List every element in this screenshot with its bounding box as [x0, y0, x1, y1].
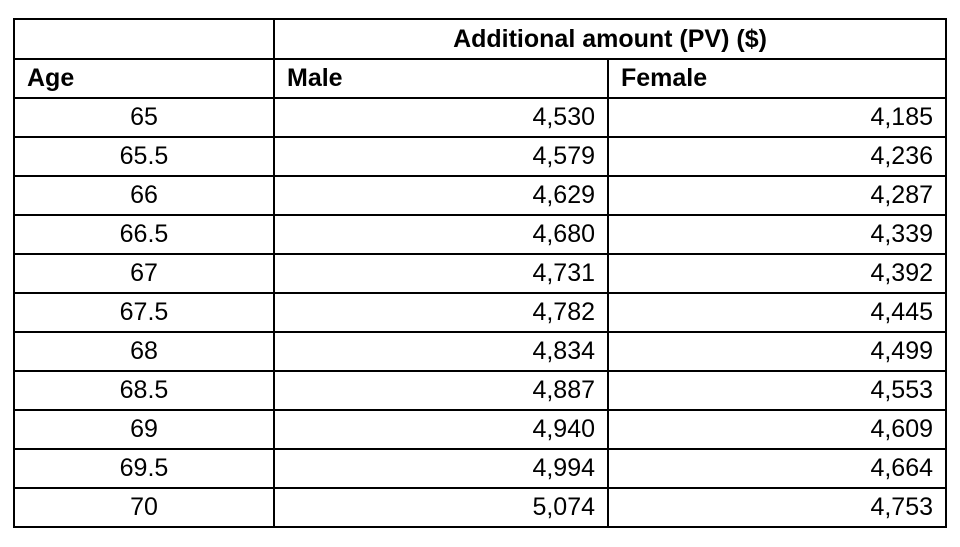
- age-cell: 69.5: [13, 448, 275, 489]
- male-amount-cell: 4,579: [273, 136, 609, 177]
- additional-amount-table: Additional amount (PV) ($) Age Male Fema…: [13, 18, 947, 528]
- male-amount-cell: 5,074: [273, 487, 609, 528]
- column-header-male: Male: [273, 58, 609, 99]
- table-row: 66 4,629 4,287: [13, 175, 947, 216]
- table-row: 69.5 4,994 4,664: [13, 448, 947, 489]
- female-amount-cell: 4,445: [607, 292, 947, 333]
- female-amount-cell: 4,609: [607, 409, 947, 450]
- table-row: 67 4,731 4,392: [13, 253, 947, 294]
- age-cell: 65: [13, 97, 275, 138]
- male-amount-cell: 4,629: [273, 175, 609, 216]
- merged-header-cell: Additional amount (PV) ($): [273, 18, 947, 60]
- age-cell: 68: [13, 331, 275, 372]
- male-amount-cell: 4,887: [273, 370, 609, 411]
- age-cell: 69: [13, 409, 275, 450]
- merged-header-row: Additional amount (PV) ($): [13, 18, 947, 60]
- female-amount-cell: 4,185: [607, 97, 947, 138]
- table-row: 70 5,074 4,753: [13, 487, 947, 528]
- table-row: 68.5 4,887 4,553: [13, 370, 947, 411]
- female-amount-cell: 4,339: [607, 214, 947, 255]
- male-amount-cell: 4,680: [273, 214, 609, 255]
- table-row: 65.5 4,579 4,236: [13, 136, 947, 177]
- age-cell: 67.5: [13, 292, 275, 333]
- table-row: 68 4,834 4,499: [13, 331, 947, 372]
- male-amount-cell: 4,782: [273, 292, 609, 333]
- female-amount-cell: 4,664: [607, 448, 947, 489]
- female-amount-cell: 4,392: [607, 253, 947, 294]
- column-header-row: Age Male Female: [13, 58, 947, 99]
- male-amount-cell: 4,940: [273, 409, 609, 450]
- column-header-female: Female: [607, 58, 947, 99]
- male-amount-cell: 4,834: [273, 331, 609, 372]
- age-cell: 66: [13, 175, 275, 216]
- table-row: 65 4,530 4,185: [13, 97, 947, 138]
- table-row: 69 4,940 4,609: [13, 409, 947, 450]
- column-header-age: Age: [13, 58, 275, 99]
- male-amount-cell: 4,530: [273, 97, 609, 138]
- male-amount-cell: 4,994: [273, 448, 609, 489]
- female-amount-cell: 4,553: [607, 370, 947, 411]
- female-amount-cell: 4,753: [607, 487, 947, 528]
- female-amount-cell: 4,499: [607, 331, 947, 372]
- age-cell: 68.5: [13, 370, 275, 411]
- age-cell: 70: [13, 487, 275, 528]
- empty-corner-cell: [13, 18, 275, 60]
- table-row: 67.5 4,782 4,445: [13, 292, 947, 333]
- age-cell: 67: [13, 253, 275, 294]
- age-cell: 66.5: [13, 214, 275, 255]
- female-amount-cell: 4,287: [607, 175, 947, 216]
- female-amount-cell: 4,236: [607, 136, 947, 177]
- male-amount-cell: 4,731: [273, 253, 609, 294]
- table-row: 66.5 4,680 4,339: [13, 214, 947, 255]
- age-cell: 65.5: [13, 136, 275, 177]
